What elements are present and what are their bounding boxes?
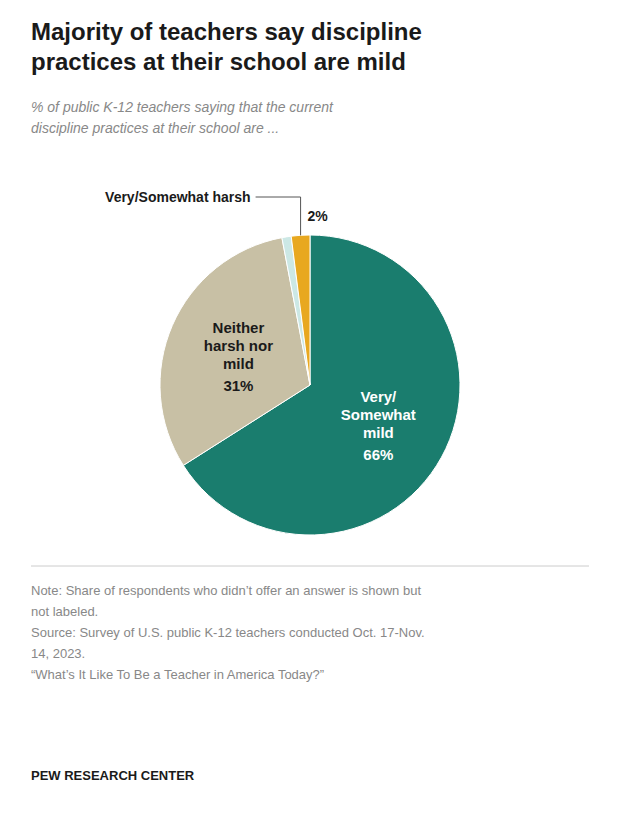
data-label-line: 2% <box>308 208 329 224</box>
slice <box>160 238 310 466</box>
data-label-line: 31% <box>223 377 253 394</box>
divider <box>31 566 589 567</box>
title: Majority of teachers say discipline pract… <box>31 18 422 75</box>
slice-label-line: mild <box>363 423 394 440</box>
note-line: Note: Share of respondents who didn’t of… <box>31 583 421 598</box>
note-line: “What’s It Like To Be a Teacher in Ameri… <box>31 667 324 682</box>
note-line: 14, 2023. <box>31 646 85 661</box>
slice-label: Neitherharsh normild <box>204 319 273 372</box>
subtitle-line: discipline practices at their school are… <box>31 120 279 136</box>
subtitle: % of public K-12 teachers saying that th… <box>31 99 334 136</box>
slice-label-line: Somewhat <box>341 405 416 422</box>
note-line: Source: Survey of U.S. public K-12 teach… <box>31 625 425 640</box>
footer: PEW RESEARCH CENTER <box>31 768 195 783</box>
footer-line: PEW RESEARCH CENTER <box>31 768 195 783</box>
slice-label-line: harsh nor <box>204 337 273 354</box>
note-line: not labeled. <box>31 604 98 619</box>
title-line: Majority of teachers say discipline <box>31 18 422 45</box>
slice-label: Very/Somewhatmild <box>341 387 416 440</box>
leader-line <box>256 197 301 235</box>
slice-label: Very/Somewhat harsh <box>105 189 251 205</box>
slice-label-line: mild <box>223 355 254 372</box>
slice-label-line: Neither <box>213 319 265 336</box>
data-label: 31% <box>223 377 253 394</box>
slice-label-line: Very/Somewhat harsh <box>105 189 251 205</box>
slices <box>160 235 460 535</box>
slice-label-line: Very/ <box>360 387 397 404</box>
subtitle-line: % of public K-12 teachers saying that th… <box>31 99 334 115</box>
title-line: practices at their school are mild <box>31 48 406 75</box>
chart: Majority of teachers say discipline pract… <box>0 0 620 819</box>
slice <box>291 235 310 385</box>
data-label-line: 66% <box>363 445 393 462</box>
data-label: 2% <box>308 208 329 224</box>
note: Note: Share of respondents who didn’t of… <box>31 583 425 682</box>
data-label: 66% <box>363 445 393 462</box>
